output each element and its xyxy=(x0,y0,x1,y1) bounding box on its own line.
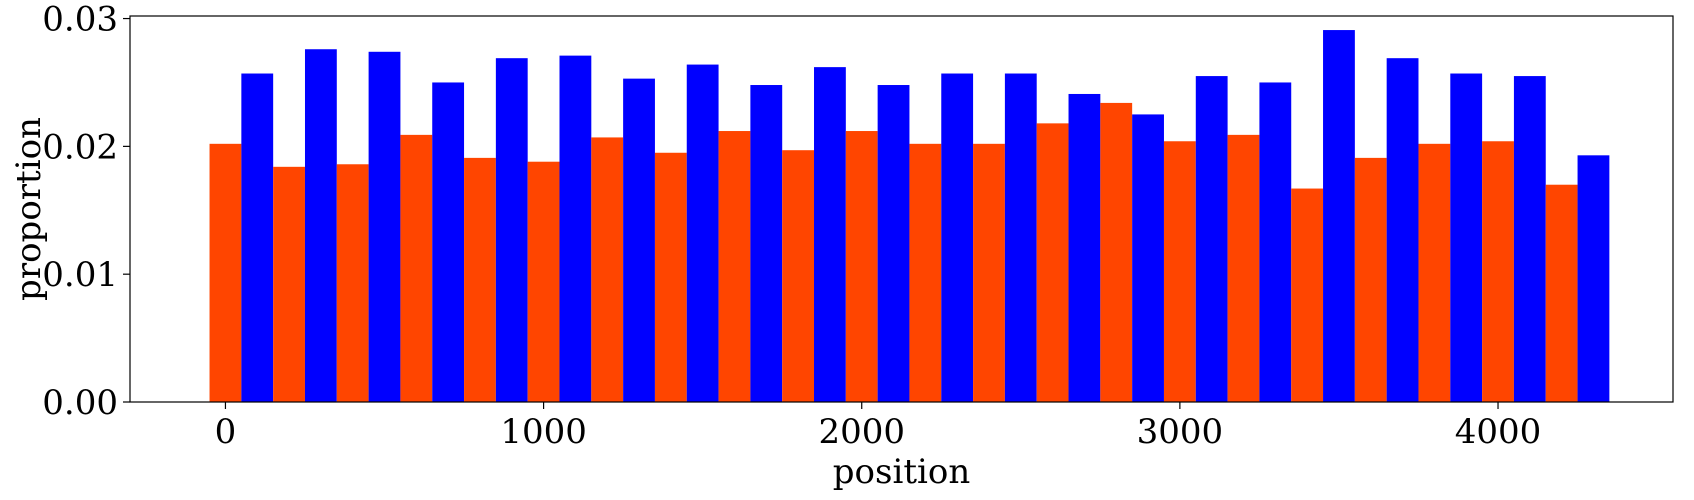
orange-bar-9 xyxy=(782,150,815,402)
orange-bar-14 xyxy=(1100,102,1133,402)
orange-bar-16 xyxy=(1227,134,1260,402)
blue-bar-8 xyxy=(750,85,783,402)
orange-bar-0 xyxy=(209,143,242,402)
blue-bar-11 xyxy=(941,73,974,403)
orange-bar-13 xyxy=(1036,123,1069,403)
blue-bar-20 xyxy=(1513,76,1546,402)
orange-bar-21 xyxy=(1545,184,1578,402)
orange-bar-18 xyxy=(1354,157,1387,402)
blue-bar-16 xyxy=(1259,82,1292,403)
blue-bar-19 xyxy=(1450,73,1483,403)
orange-bar-3 xyxy=(400,134,433,402)
y-tick-label: 0.00 xyxy=(42,383,118,423)
blue-bar-13 xyxy=(1068,93,1101,402)
x-tick-label: 0 xyxy=(215,412,237,452)
y-tick-label: 0.01 xyxy=(42,255,118,295)
x-tick-label: 4000 xyxy=(1455,412,1542,452)
orange-bar-4 xyxy=(464,157,496,402)
blue-bar-6 xyxy=(623,78,655,402)
blue-bar-18 xyxy=(1386,58,1419,403)
orange-bar-2 xyxy=(336,164,369,402)
orange-bar-6 xyxy=(591,137,624,403)
blue-bar-12 xyxy=(1004,73,1037,403)
x-tick-label: 2000 xyxy=(818,412,905,452)
y-axis-title: proportion xyxy=(9,117,49,301)
y-tick-label: 0.02 xyxy=(42,127,118,167)
blue-bar-21 xyxy=(1577,155,1610,402)
blue-bar-15 xyxy=(1195,76,1228,402)
blue-bar-3 xyxy=(432,82,465,403)
orange-bar-10 xyxy=(845,131,878,402)
orange-bar-19 xyxy=(1418,143,1451,402)
orange-bar-15 xyxy=(1163,141,1196,402)
orange-bar-8 xyxy=(718,131,751,402)
y-tick-label: 0.03 xyxy=(42,0,118,40)
orange-bar-7 xyxy=(654,152,687,402)
orange-bar-20 xyxy=(1482,141,1514,402)
bars-layer xyxy=(209,30,1610,403)
blue-bar-0 xyxy=(241,73,274,403)
orange-bar-11 xyxy=(909,143,942,402)
blue-bar-4 xyxy=(495,58,528,403)
blue-bar-1 xyxy=(304,49,337,403)
x-tick-label: 3000 xyxy=(1137,412,1224,452)
blue-bar-2 xyxy=(368,51,401,402)
y-axis: 0.00 0.01 0.02 0.03 xyxy=(42,0,130,423)
x-axis-title: position xyxy=(833,452,970,492)
orange-bar-12 xyxy=(973,143,1005,402)
x-tick-label: 1000 xyxy=(500,412,587,452)
orange-bar-17 xyxy=(1291,188,1324,402)
plot-area-frame xyxy=(129,15,1674,403)
blue-bar-14 xyxy=(1132,114,1164,402)
blue-bar-17 xyxy=(1323,30,1355,403)
blue-bar-7 xyxy=(686,64,719,403)
blue-bar-10 xyxy=(877,85,910,402)
orange-bar-1 xyxy=(273,166,305,402)
x-axis: 0 1000 2000 3000 4000 xyxy=(215,402,1542,452)
blue-bar-9 xyxy=(814,67,846,403)
orange-bar-5 xyxy=(527,161,560,402)
blue-bar-5 xyxy=(559,55,592,402)
